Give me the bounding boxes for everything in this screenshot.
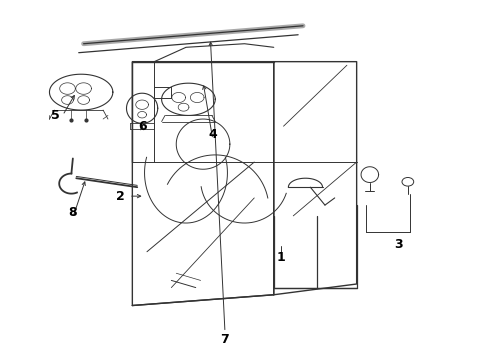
Text: 3: 3 [393,238,402,251]
Text: 4: 4 [208,128,217,141]
Text: 8: 8 [68,206,77,219]
Text: 2: 2 [116,190,124,203]
Text: 1: 1 [276,251,285,264]
Text: 5: 5 [51,109,60,122]
Text: 7: 7 [220,333,229,346]
Text: 6: 6 [138,120,146,133]
